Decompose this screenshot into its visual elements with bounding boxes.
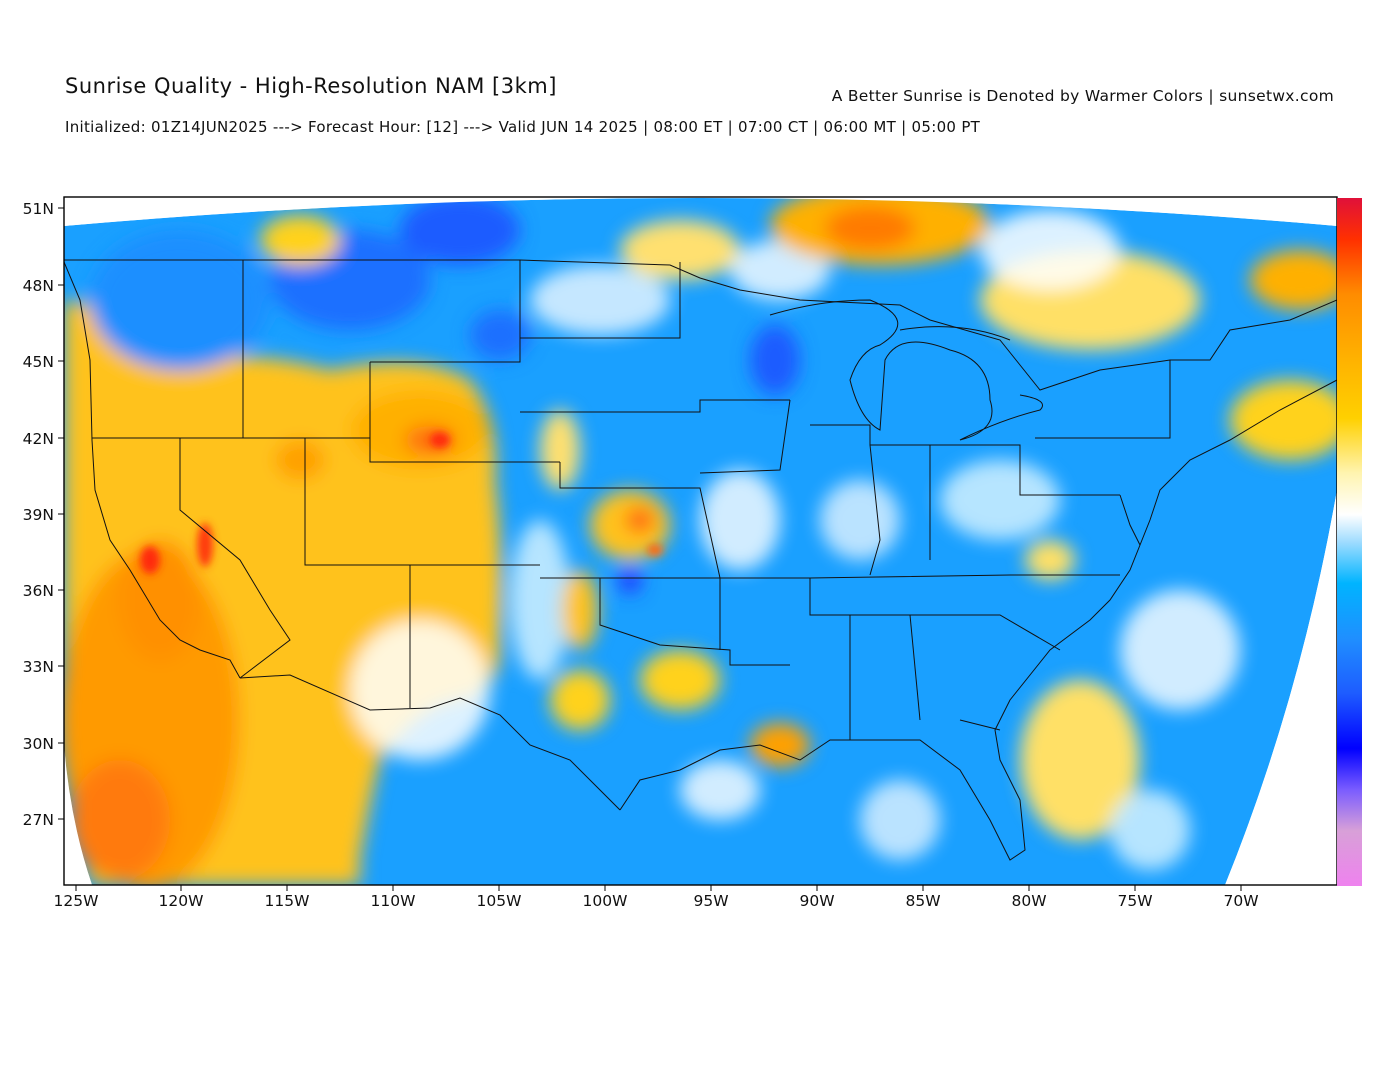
lon-tick-label: 115W xyxy=(265,892,310,910)
lon-tick-label: 95W xyxy=(693,892,728,910)
lon-tick-label: 120W xyxy=(159,892,204,910)
lat-tick-label: 42N xyxy=(23,430,54,448)
map-tagline: A Better Sunrise is Denoted by Warmer Co… xyxy=(831,87,1334,105)
lat-tick-label: 48N xyxy=(23,277,54,295)
longitude-axis: 125W 120W 115W 110W 105W 100W 95W 90W 85… xyxy=(54,885,1259,910)
lon-tick-label: 85W xyxy=(905,892,940,910)
colorbar xyxy=(1337,198,1362,886)
lat-tick-label: 27N xyxy=(23,811,54,829)
lon-tick-label: 80W xyxy=(1011,892,1046,910)
map-title: Sunrise Quality - High-Resolution NAM [3… xyxy=(65,74,557,98)
forecast-subtitle: Initialized: 01Z14JUN2025 ---> Forecast … xyxy=(65,118,981,136)
lon-tick-label: 75W xyxy=(1117,892,1152,910)
lat-tick-label: 33N xyxy=(23,658,54,676)
lat-tick-label: 36N xyxy=(23,582,54,600)
lon-tick-label: 125W xyxy=(54,892,99,910)
lat-tick-label: 51N xyxy=(23,200,54,218)
lat-tick-label: 45N xyxy=(23,353,54,371)
lon-tick-label: 90W xyxy=(799,892,834,910)
lon-tick-label: 110W xyxy=(371,892,416,910)
lon-tick-label: 100W xyxy=(583,892,628,910)
lat-tick-label: 39N xyxy=(23,506,54,524)
state-boundaries xyxy=(64,259,1337,861)
lat-tick-label: 30N xyxy=(23,735,54,753)
lon-tick-label: 105W xyxy=(477,892,522,910)
lon-tick-label: 70W xyxy=(1223,892,1258,910)
latitude-axis: 51N 48N 45N 42N 39N 36N 33N 30N 27N xyxy=(23,200,64,829)
forecast-field xyxy=(64,197,1337,885)
